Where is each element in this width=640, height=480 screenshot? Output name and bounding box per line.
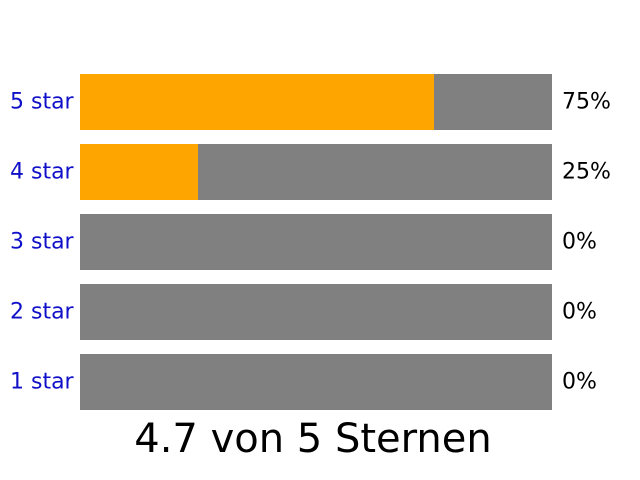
rating-bar-fill — [80, 144, 198, 200]
rating-percent-label: 0% — [562, 370, 597, 395]
rating-row-4-star[interactable]: 4 star 25% — [10, 144, 611, 200]
rating-bar-track — [80, 214, 552, 270]
rating-bar-fill — [80, 74, 434, 130]
rating-percent-label: 75% — [562, 90, 611, 115]
rating-percent-label: 25% — [562, 160, 611, 185]
rating-bar-track — [80, 284, 552, 340]
rating-row-label[interactable]: 3 star — [10, 230, 75, 255]
rating-percent-label: 0% — [562, 300, 597, 325]
rating-row-5-star[interactable]: 5 star 75% — [10, 74, 611, 130]
rating-row-1-star[interactable]: 1 star 0% — [10, 354, 597, 410]
rating-row-3-star[interactable]: 3 star 0% — [10, 214, 597, 270]
rating-percent-label: 0% — [562, 230, 597, 255]
rating-row-label[interactable]: 5 star — [10, 90, 75, 115]
rating-row-label[interactable]: 4 star — [10, 160, 75, 185]
average-rating-summary: 4.7 von 5 Sternen — [134, 416, 492, 462]
rating-row-2-star[interactable]: 2 star 0% — [10, 284, 597, 340]
rating-row-label[interactable]: 2 star — [10, 300, 75, 325]
rating-row-label[interactable]: 1 star — [10, 370, 75, 395]
rating-bar-track — [80, 354, 552, 410]
